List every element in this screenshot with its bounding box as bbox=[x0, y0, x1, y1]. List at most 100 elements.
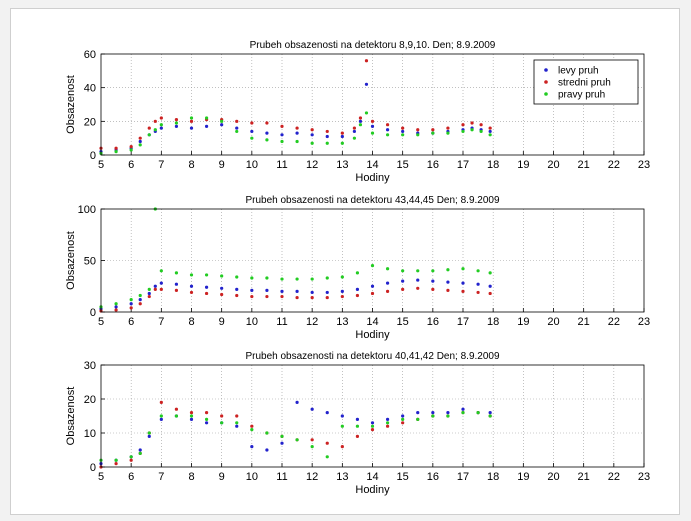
data-point bbox=[114, 305, 118, 309]
data-point bbox=[138, 136, 142, 140]
data-point bbox=[159, 287, 163, 291]
legend-marker bbox=[544, 68, 548, 72]
data-point bbox=[129, 302, 133, 306]
data-point bbox=[147, 287, 151, 291]
x-tick-label: 10 bbox=[246, 159, 258, 171]
figure-window: 5 6 7 8 9 10 11 12 13 14 15 16 17 18 19 20 21 22 23 0 20 40 60… bbox=[10, 8, 680, 515]
data-point bbox=[114, 146, 118, 150]
x-tick-label: 9 bbox=[219, 471, 225, 483]
data-point bbox=[325, 441, 329, 445]
x-tick-label: 19 bbox=[517, 316, 529, 328]
data-point bbox=[265, 448, 269, 452]
data-point bbox=[401, 287, 405, 291]
data-point bbox=[385, 123, 390, 127]
data-point bbox=[129, 458, 133, 462]
data-point bbox=[204, 124, 209, 128]
data-point bbox=[488, 411, 492, 415]
data-point bbox=[340, 289, 344, 293]
legend-marker bbox=[544, 92, 548, 96]
x-tick-label: 15 bbox=[397, 471, 409, 483]
data-point bbox=[364, 111, 369, 115]
data-point bbox=[431, 287, 435, 291]
x-tick-label: 13 bbox=[336, 316, 348, 328]
x-tick-label: 5 bbox=[98, 316, 104, 328]
data-point bbox=[189, 284, 194, 288]
x-tick-label: 13 bbox=[336, 159, 348, 171]
data-point bbox=[446, 268, 450, 272]
data-point bbox=[114, 462, 118, 466]
data-point bbox=[295, 400, 299, 404]
data-point bbox=[416, 133, 420, 137]
data-point bbox=[370, 424, 375, 428]
x-tick-label: 18 bbox=[487, 316, 499, 328]
data-point bbox=[401, 414, 405, 418]
data-point bbox=[174, 124, 179, 128]
chart-panel-3: 5 6 7 8 9 10 11 12 13 14 15 16 17 18 19 20 21 22 23 0 10 20 30… bbox=[65, 351, 650, 496]
data-point bbox=[138, 302, 142, 306]
data-point bbox=[147, 133, 151, 137]
data-point bbox=[129, 455, 133, 459]
data-point bbox=[295, 277, 299, 281]
x-tick-label: 17 bbox=[457, 159, 469, 171]
chart-title: Prubeh obsazenosti na detektoru 8,9,10. … bbox=[250, 40, 496, 51]
data-point bbox=[446, 411, 450, 415]
data-point bbox=[138, 451, 142, 455]
data-point bbox=[235, 129, 239, 134]
data-point bbox=[310, 133, 314, 137]
data-point bbox=[476, 282, 480, 286]
data-point bbox=[114, 150, 118, 154]
data-point bbox=[325, 129, 329, 134]
data-point bbox=[431, 269, 435, 273]
data-point bbox=[220, 286, 224, 290]
data-point bbox=[114, 308, 118, 312]
data-point bbox=[250, 445, 254, 449]
y-tick-label: 30 bbox=[84, 360, 96, 372]
data-point bbox=[431, 128, 435, 132]
x-tick-label: 7 bbox=[158, 316, 164, 328]
y-tick-label: 20 bbox=[84, 116, 96, 128]
data-point bbox=[295, 289, 299, 293]
data-point bbox=[470, 121, 474, 125]
legend-label: levy pruh bbox=[558, 66, 599, 77]
x-tick-label: 23 bbox=[638, 159, 650, 171]
data-point bbox=[461, 129, 465, 134]
data-point bbox=[488, 133, 492, 137]
data-point bbox=[358, 119, 363, 123]
x-tick-label: 5 bbox=[98, 471, 104, 483]
x-tick-label: 21 bbox=[578, 471, 590, 483]
data-point bbox=[153, 119, 157, 123]
data-point bbox=[129, 306, 133, 310]
data-point bbox=[461, 281, 465, 285]
data-point bbox=[250, 276, 254, 280]
x-tick-label: 8 bbox=[188, 316, 194, 328]
data-point bbox=[129, 144, 133, 149]
data-point bbox=[461, 407, 465, 411]
data-point bbox=[204, 421, 209, 425]
data-point bbox=[401, 133, 405, 137]
data-point bbox=[401, 269, 405, 273]
data-point bbox=[325, 276, 329, 280]
data-point bbox=[370, 264, 375, 268]
data-point bbox=[340, 275, 344, 279]
data-point bbox=[416, 417, 420, 421]
data-point bbox=[295, 438, 299, 442]
figure-canvas: 5 6 7 8 9 10 11 12 13 14 15 16 17 18 19 20 21 22 230204060… bbox=[65, 40, 650, 496]
data-point bbox=[352, 136, 356, 140]
x-axis-label: Hodiny bbox=[355, 329, 390, 341]
x-tick-label: 22 bbox=[608, 471, 620, 483]
y-tick-label: 0 bbox=[90, 307, 96, 319]
data-point bbox=[220, 414, 224, 418]
data-point bbox=[174, 282, 179, 286]
data-point bbox=[220, 274, 224, 278]
legend-label: pravy pruh bbox=[558, 90, 605, 101]
data-point bbox=[265, 276, 269, 280]
data-point bbox=[385, 289, 390, 293]
data-point bbox=[138, 139, 142, 144]
data-point bbox=[446, 414, 450, 418]
data-point bbox=[355, 424, 360, 428]
data-point bbox=[310, 295, 314, 300]
data-point bbox=[340, 294, 344, 299]
data-point bbox=[364, 82, 369, 86]
data-point bbox=[461, 411, 465, 415]
data-point bbox=[385, 417, 390, 421]
